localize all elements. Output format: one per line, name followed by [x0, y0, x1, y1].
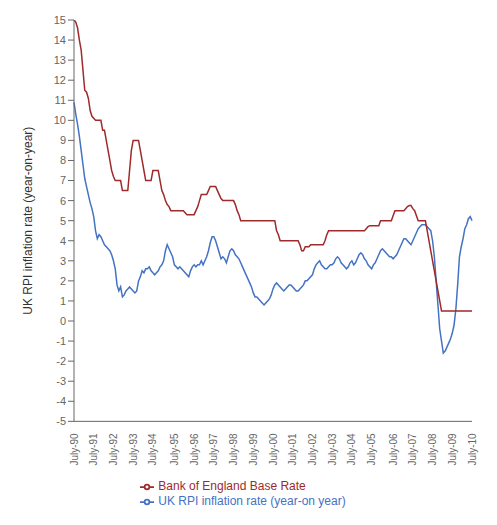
svg-text:July-07: July-07 [407, 433, 418, 466]
svg-text:July-95: July-95 [169, 433, 180, 466]
svg-text:1: 1 [60, 295, 66, 307]
svg-text:July-01: July-01 [287, 433, 298, 466]
svg-text:12: 12 [54, 74, 66, 86]
svg-text:July-02: July-02 [307, 433, 318, 466]
svg-text:July-94: July-94 [147, 433, 158, 466]
svg-text:4: 4 [60, 235, 66, 247]
svg-text:July-00: July-00 [268, 433, 279, 466]
svg-text:6: 6 [60, 195, 66, 207]
svg-text:10: 10 [54, 114, 66, 126]
svg-text:2: 2 [60, 275, 66, 287]
svg-text:13: 13 [54, 54, 66, 66]
svg-text:-1: -1 [56, 335, 66, 347]
svg-text:9: 9 [60, 134, 66, 146]
svg-text:-5: -5 [56, 415, 66, 427]
svg-text:July-93: July-93 [128, 433, 139, 466]
svg-text:0: 0 [60, 315, 66, 327]
svg-text:UK RPI inflation rate (year-on: UK RPI inflation rate (year-on-year) [21, 127, 35, 315]
svg-text:July-08: July-08 [427, 433, 438, 466]
svg-text:July-90: July-90 [69, 433, 80, 466]
svg-text:July-06: July-06 [388, 433, 399, 466]
svg-text:July-10: July-10 [467, 433, 478, 466]
html-text:Bank of England Base Rate: Bank of England Base Rate [158, 479, 306, 494]
svg-text:11: 11 [55, 94, 66, 106]
svg-text:-3: -3 [56, 375, 66, 387]
html-text:UK RPI inflation rate (year-on: UK RPI inflation rate (year-on year) [158, 494, 346, 509]
svg-text:July-91: July-91 [88, 433, 99, 466]
svg-text:July-03: July-03 [327, 433, 338, 466]
svg-text:-4: -4 [56, 395, 66, 407]
svg-text:8: 8 [60, 154, 66, 166]
svg-text:July-09: July-09 [447, 433, 458, 466]
svg-text:July-05: July-05 [366, 433, 377, 466]
svg-text:3: 3 [60, 255, 66, 267]
svg-text:July-92: July-92 [108, 433, 119, 466]
svg-text:July-99: July-99 [248, 433, 259, 466]
svg-text:15: 15 [54, 14, 66, 26]
svg-text:-2: -2 [56, 355, 66, 367]
svg-text:5: 5 [60, 215, 66, 227]
svg-text:July-97: July-97 [208, 433, 219, 466]
svg-text:14: 14 [54, 34, 66, 46]
svg-text:July-98: July-98 [228, 433, 239, 466]
svg-text:7: 7 [60, 174, 66, 186]
svg-text:July-04: July-04 [346, 433, 357, 466]
svg-text:July-96: July-96 [189, 433, 200, 466]
